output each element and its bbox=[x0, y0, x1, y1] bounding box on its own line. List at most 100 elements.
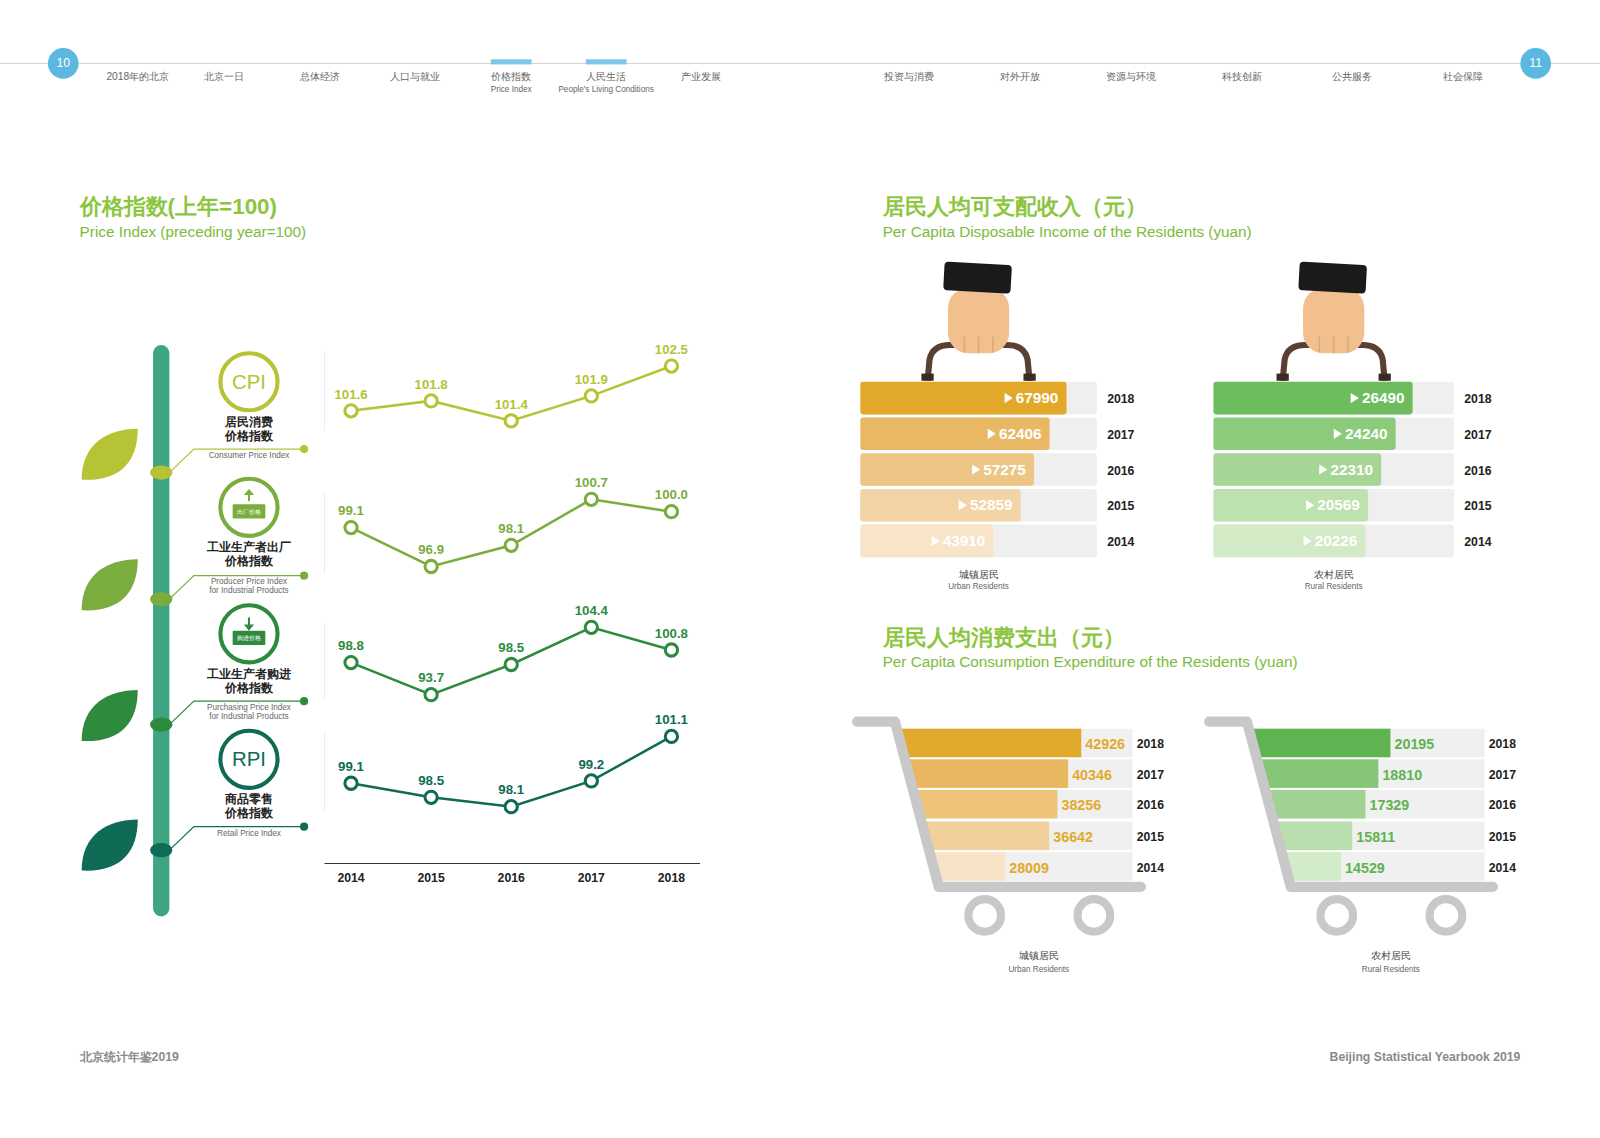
nav-label-en: Price Index bbox=[491, 85, 532, 94]
leader-line bbox=[169, 576, 304, 599]
group-subtitle: Rural Residents bbox=[1362, 965, 1420, 974]
group-title: 城镇居民 bbox=[1018, 950, 1059, 961]
timeline-node bbox=[150, 592, 172, 606]
cuff bbox=[1298, 262, 1367, 294]
point bbox=[425, 560, 437, 572]
y-tick-label: 2015 bbox=[1489, 830, 1516, 844]
label-arrow bbox=[988, 429, 996, 439]
label-arrow bbox=[1306, 500, 1314, 510]
bar bbox=[1213, 453, 1381, 486]
cart-frame bbox=[857, 722, 1141, 887]
y-tick-label: 2018 bbox=[1107, 392, 1134, 406]
label-arrow bbox=[1304, 536, 1312, 546]
plot-area bbox=[345, 730, 678, 812]
data-label: 102.5 bbox=[655, 342, 688, 357]
data-label: 26490 bbox=[1362, 389, 1405, 406]
point bbox=[345, 405, 357, 417]
bar bbox=[862, 822, 1049, 851]
series-subtitle: Retail Price Index bbox=[217, 829, 281, 838]
plot-area bbox=[1213, 382, 1454, 558]
data-label: 101.4 bbox=[495, 397, 529, 412]
icon-arrow-head bbox=[244, 625, 254, 631]
series-subtitle: Purchasing Price Index bbox=[207, 703, 291, 712]
group-subtitle: Urban Residents bbox=[1008, 965, 1069, 974]
y-tick-label: 2015 bbox=[1137, 830, 1164, 844]
nav-active-bar bbox=[586, 59, 627, 64]
leader-line bbox=[169, 701, 304, 724]
series-line bbox=[351, 366, 671, 421]
label-arrow bbox=[1005, 393, 1013, 403]
nav-label: 社会保障 bbox=[1443, 71, 1483, 82]
bar-track bbox=[860, 525, 1097, 558]
y-tick-label: 2014 bbox=[1489, 861, 1516, 875]
y-range bbox=[324, 732, 325, 812]
bar-track bbox=[1213, 453, 1454, 486]
cart-wheel bbox=[1320, 899, 1353, 932]
y-tick-label: 2014 bbox=[1464, 535, 1491, 549]
timeline-bar bbox=[153, 345, 169, 916]
point bbox=[505, 539, 517, 551]
y-range bbox=[324, 494, 325, 574]
label-arrow bbox=[1319, 464, 1327, 474]
data-label: 28009 bbox=[1009, 860, 1049, 876]
group-title: 农村居民 bbox=[1371, 950, 1411, 961]
icon-box bbox=[233, 504, 266, 518]
series-line bbox=[351, 736, 671, 806]
page-badge bbox=[1520, 48, 1551, 79]
plot-area bbox=[345, 493, 678, 572]
data-label: 38256 bbox=[1062, 797, 1102, 813]
data-label: 99.1 bbox=[338, 503, 364, 518]
label-arrow bbox=[959, 500, 967, 510]
x-tick-label: 2016 bbox=[498, 871, 525, 885]
data-label: 99.2 bbox=[578, 757, 604, 772]
data-label: 98.5 bbox=[418, 773, 444, 788]
bar-track bbox=[1214, 790, 1484, 819]
cart-wheel bbox=[1430, 899, 1463, 932]
data-label: 52859 bbox=[970, 496, 1013, 513]
data-label: 20569 bbox=[1317, 496, 1360, 513]
data-label: 98.8 bbox=[338, 638, 364, 653]
nav-label: 科技创新 bbox=[1222, 71, 1262, 82]
data-label: 42926 bbox=[1085, 736, 1125, 752]
background bbox=[0, 0, 1600, 1138]
x-axis bbox=[324, 863, 700, 864]
bar bbox=[1213, 382, 1412, 415]
series-title: 价格指数 bbox=[224, 554, 274, 568]
x-tick-label: 2017 bbox=[578, 871, 605, 885]
case-knob bbox=[1379, 374, 1391, 381]
nav-label: 价格指数 bbox=[490, 71, 531, 82]
series-title: 价格指数 bbox=[224, 429, 274, 443]
leaf bbox=[82, 429, 138, 480]
leaf bbox=[82, 690, 138, 741]
data-label: 101.8 bbox=[415, 377, 448, 392]
cart-wheel bbox=[968, 899, 1001, 932]
icon-text: CPI bbox=[232, 371, 266, 393]
leaf bbox=[82, 820, 138, 871]
data-label: 20195 bbox=[1395, 736, 1435, 752]
y-tick-label: 2018 bbox=[1137, 737, 1164, 751]
series-subtitle: for Industrial Products bbox=[209, 586, 288, 595]
icon-ring bbox=[220, 353, 277, 410]
data-label: 17329 bbox=[1370, 797, 1410, 813]
page-badge bbox=[48, 48, 79, 79]
point bbox=[665, 730, 677, 742]
plot-area bbox=[345, 360, 678, 427]
x-tick-label: 2015 bbox=[418, 871, 445, 885]
bar-track bbox=[1213, 417, 1454, 450]
series-title: 居民消费 bbox=[224, 415, 273, 429]
section-title: 居民人均消费支出（元） bbox=[882, 625, 1125, 650]
series-subtitle: for Industrial Products bbox=[209, 713, 288, 722]
y-tick-label: 2014 bbox=[1137, 861, 1164, 875]
nav-label-en: People's Living Conditions bbox=[558, 85, 653, 94]
icon-ring bbox=[220, 731, 277, 788]
data-label: 18810 bbox=[1382, 767, 1422, 783]
page-number: 10 bbox=[56, 56, 70, 70]
label-arrow bbox=[972, 464, 980, 474]
bar-track bbox=[862, 790, 1132, 819]
bar-track bbox=[1213, 489, 1454, 522]
icon-ring bbox=[220, 605, 277, 662]
y-tick-label: 2016 bbox=[1464, 464, 1491, 478]
timeline-node bbox=[150, 717, 172, 731]
nav-label: 2018年的北京 bbox=[106, 71, 169, 82]
data-label: 101.9 bbox=[575, 372, 608, 387]
